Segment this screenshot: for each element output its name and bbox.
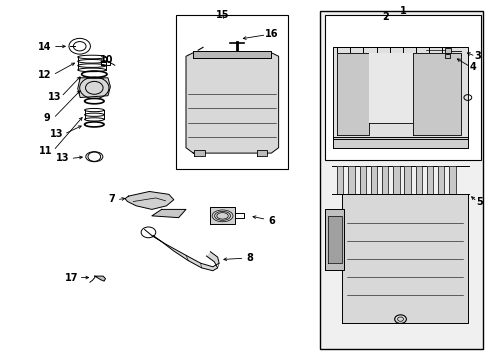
Text: 7: 7	[108, 194, 115, 204]
Polygon shape	[193, 51, 271, 58]
Polygon shape	[437, 166, 444, 194]
Text: 14: 14	[38, 42, 51, 51]
Text: 12: 12	[38, 70, 51, 80]
Text: 1: 1	[399, 6, 406, 16]
Polygon shape	[210, 207, 234, 224]
Text: 11: 11	[39, 145, 53, 156]
Text: 4: 4	[468, 62, 475, 72]
Polygon shape	[426, 166, 432, 194]
Polygon shape	[415, 166, 421, 194]
Polygon shape	[78, 78, 110, 98]
Polygon shape	[336, 166, 343, 194]
Text: 15: 15	[215, 10, 229, 20]
Bar	[445, 54, 449, 58]
Bar	[176, 15, 288, 169]
Polygon shape	[359, 166, 365, 194]
Polygon shape	[448, 166, 455, 194]
Text: 13: 13	[50, 129, 63, 139]
Text: 10: 10	[100, 55, 114, 65]
Polygon shape	[185, 53, 278, 153]
Polygon shape	[95, 276, 105, 281]
Polygon shape	[194, 149, 204, 156]
Polygon shape	[144, 229, 219, 271]
Text: 9: 9	[43, 113, 50, 123]
Polygon shape	[381, 166, 387, 194]
Polygon shape	[188, 54, 276, 149]
Polygon shape	[328, 216, 341, 263]
Polygon shape	[368, 53, 412, 123]
Text: 5: 5	[475, 197, 482, 207]
Polygon shape	[392, 166, 399, 194]
Text: 3: 3	[473, 51, 480, 61]
Polygon shape	[412, 53, 461, 135]
Polygon shape	[336, 53, 368, 135]
Polygon shape	[341, 194, 467, 359]
Polygon shape	[404, 166, 410, 194]
Polygon shape	[347, 166, 354, 194]
Bar	[325, 15, 480, 160]
Bar	[320, 12, 483, 348]
Polygon shape	[370, 166, 376, 194]
Polygon shape	[125, 192, 173, 210]
Text: 13: 13	[47, 92, 61, 102]
Text: 6: 6	[267, 216, 274, 226]
Text: 13: 13	[56, 153, 70, 163]
Text: 17: 17	[64, 273, 78, 283]
Bar	[445, 48, 450, 53]
Text: 2: 2	[382, 12, 388, 22]
Text: 16: 16	[264, 29, 278, 39]
Text: 8: 8	[245, 253, 252, 263]
Polygon shape	[325, 209, 344, 270]
Polygon shape	[332, 47, 467, 139]
Polygon shape	[332, 137, 467, 148]
Polygon shape	[152, 210, 185, 218]
Polygon shape	[256, 149, 267, 156]
